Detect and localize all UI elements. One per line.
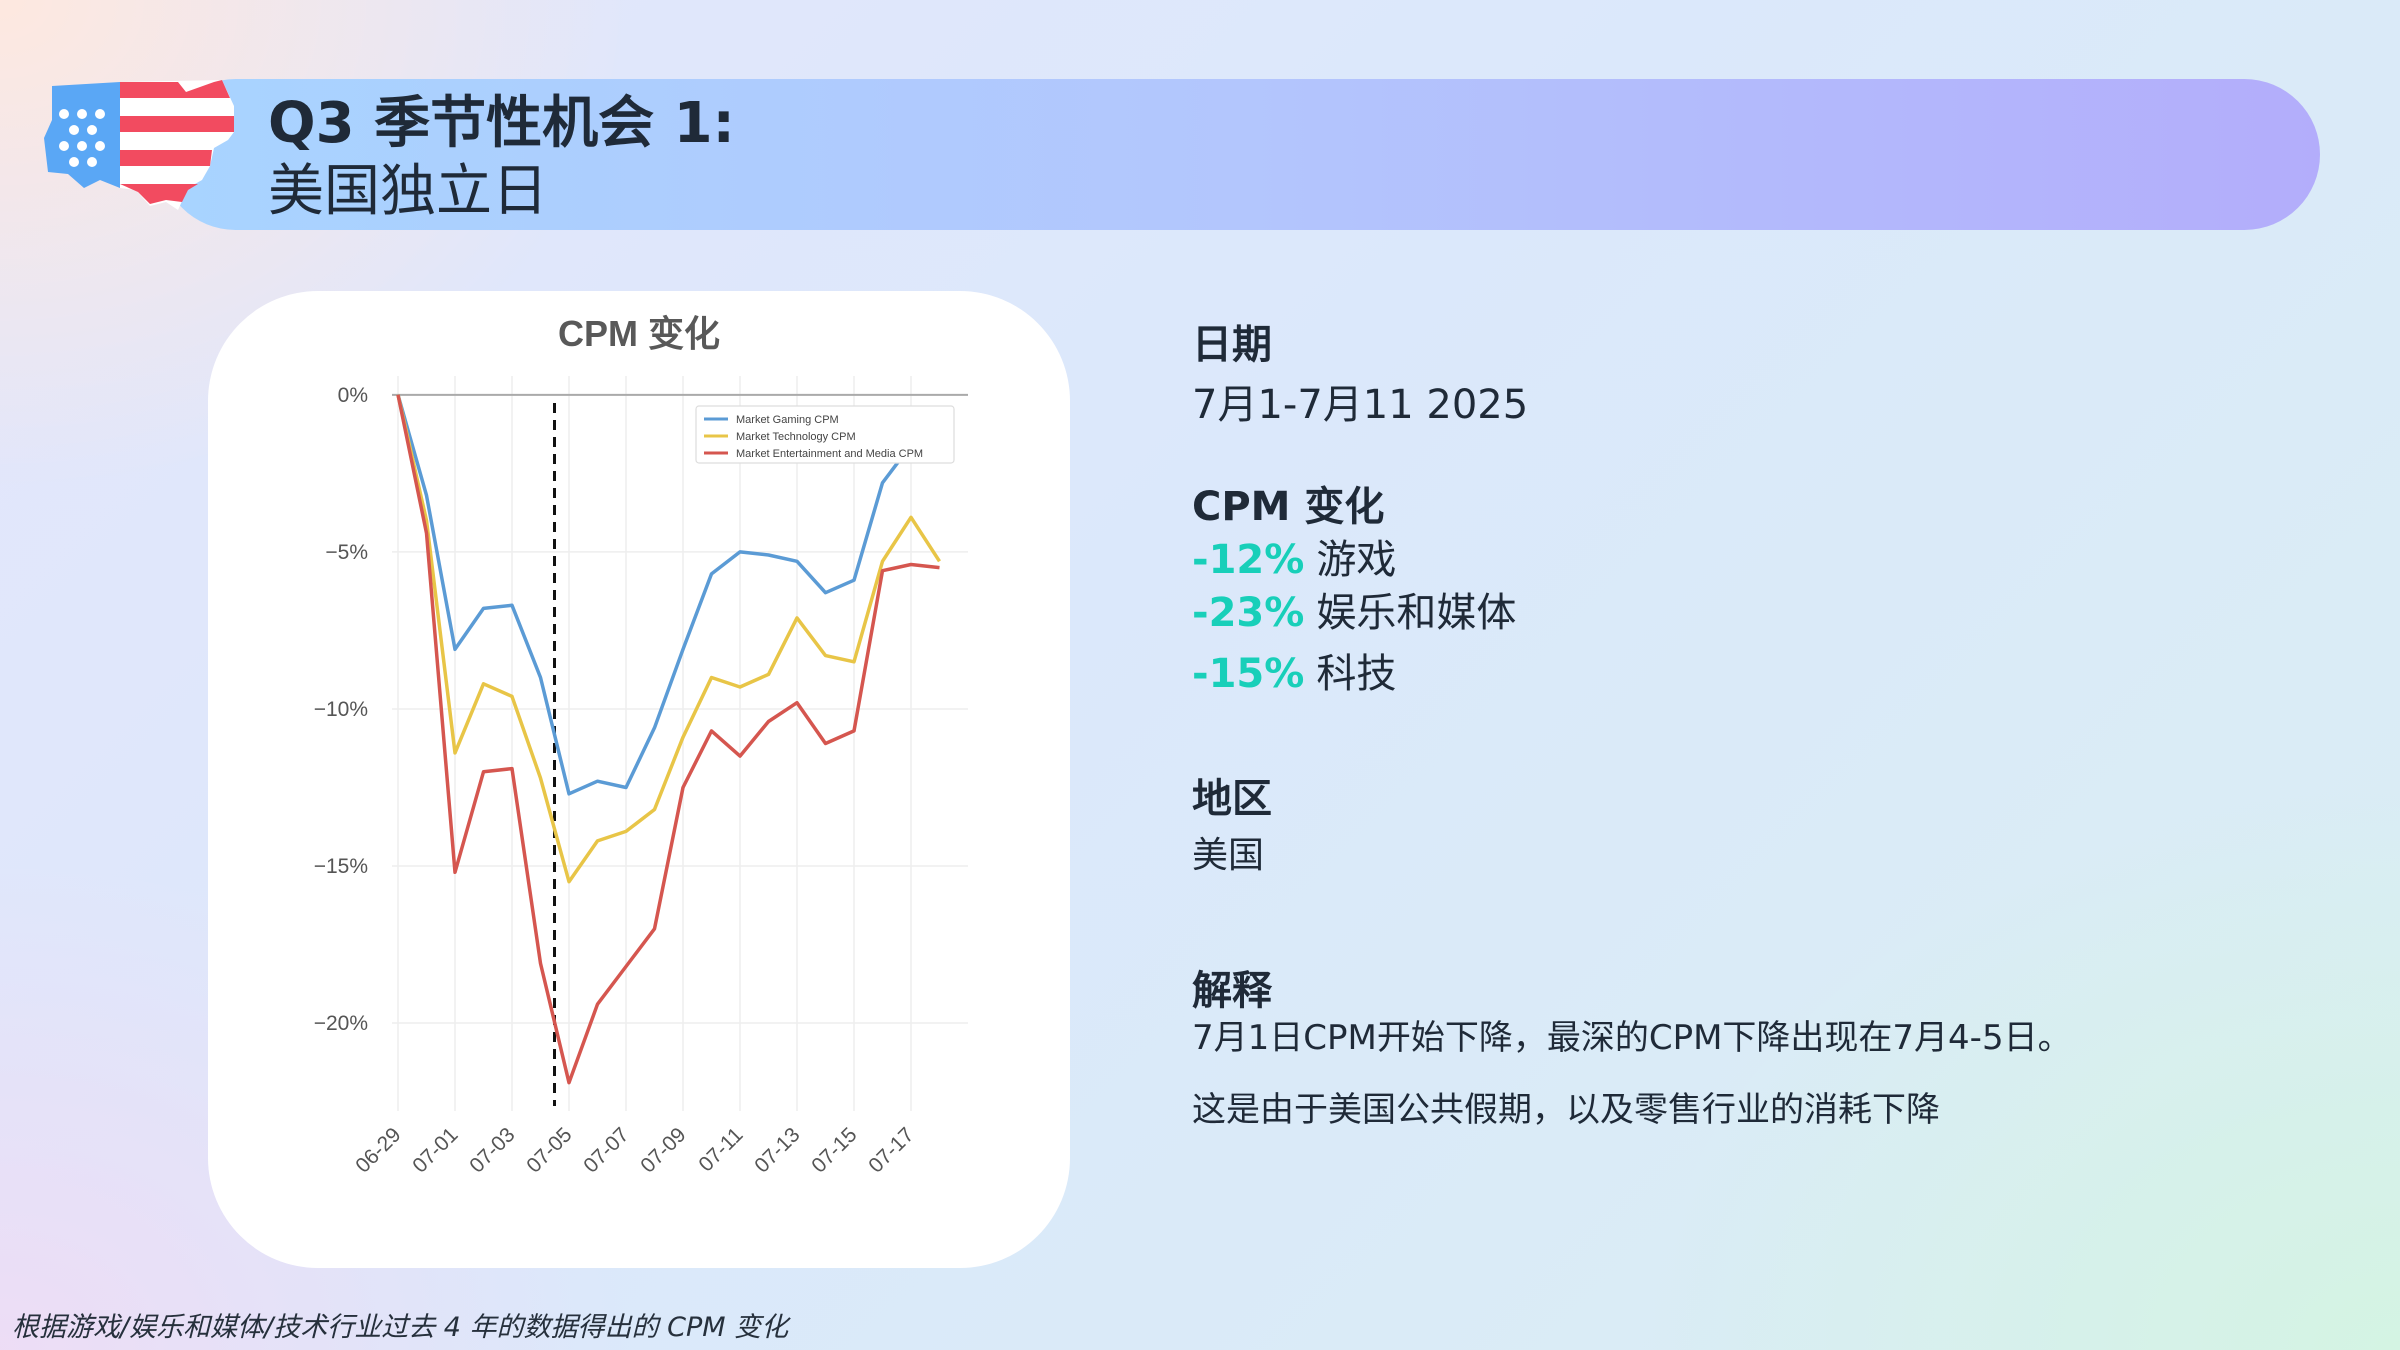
x-tick-label: 07-07 (579, 1123, 633, 1177)
x-tick-label: 07-03 (465, 1123, 519, 1177)
x-tick-label: 06-29 (351, 1123, 405, 1177)
x-tick-label: 07-11 (694, 1123, 747, 1176)
flag-map-blue (44, 82, 120, 188)
x-tick-label: 07-17 (864, 1123, 918, 1177)
explanation-line-2: 这是由于美国公共假期，以及零售行业的消耗下降 (1192, 1090, 1940, 1130)
series-line (396, 394, 941, 884)
y-tick-label: −20% (314, 1012, 368, 1035)
change-pct: -15% (1192, 651, 1305, 697)
series-line (396, 394, 940, 1085)
us-flag-map-icon (44, 80, 234, 210)
footnote: 根据游戏/娱乐和媒体/技术行业过去 4 年的数据得出的 CPM 变化 (12, 1312, 789, 1343)
change-pct: -23% (1192, 590, 1305, 636)
y-tick-label: −10% (314, 698, 368, 721)
change-row-tech: -15% 科技 (1192, 641, 1396, 699)
chart-card: CPM 变化 0% −5% −10% −15% −20% 06-29 07-01 07-03 07… (208, 291, 1070, 1268)
title-banner (160, 79, 2320, 230)
cpm-change-label: CPM 变化 (1192, 484, 1385, 530)
y-tick-label: −15% (314, 855, 368, 878)
flag-map-stripe-1 (120, 80, 230, 98)
change-category: 科技 (1316, 651, 1397, 697)
legend-label: Market Gaming CPM (736, 414, 839, 426)
chart-title: CPM 变化 (558, 313, 720, 354)
page-title: Q3 季节性机会 1: (268, 91, 735, 156)
legend-label: Market Entertainment and Media CPM (736, 448, 923, 460)
explanation-line-1: 7月1日CPM开始下降，最深的CPM下降出现在7月4-5日。 (1192, 1018, 2072, 1058)
x-tick-label: 07-05 (522, 1123, 576, 1177)
region-label: 地区 (1192, 776, 1272, 822)
x-tick-label: 07-13 (750, 1123, 804, 1177)
date-label: 日期 (1192, 322, 1272, 368)
flag-map-white (120, 80, 234, 210)
flag-map-stripe-2 (120, 116, 234, 132)
region-value: 美国 (1192, 835, 1265, 876)
flag-map-stripe-4 (120, 184, 198, 204)
change-row-entertainment: -23% 娱乐和媒体 (1192, 580, 1516, 638)
legend-box (695, 405, 955, 464)
x-tick-label: 07-09 (636, 1123, 690, 1177)
change-category: 娱乐和媒体 (1316, 590, 1517, 636)
page-subtitle: 美国独立日 (268, 159, 548, 224)
change-pct: -12% (1192, 537, 1305, 583)
change-category: 游戏 (1316, 537, 1397, 583)
legend-label: Market Technology CPM (736, 431, 856, 443)
x-tick-label: 07-01 (408, 1123, 462, 1177)
change-row-gaming: -12% 游戏 (1192, 527, 1396, 585)
flag-stars (59, 109, 105, 167)
flag-map-stripe-3 (120, 150, 212, 166)
y-tick-label: 0% (338, 384, 368, 407)
y-tick-label: −5% (325, 541, 368, 564)
series-line (396, 394, 940, 796)
explanation-label: 解释 (1192, 968, 1272, 1014)
date-value: 7月1-7月11 2025 (1192, 382, 1529, 428)
cpm-line-chart: CPM 变化0%−5%−10%−15%−20%06-29 07-01 07-03 07… (314, 313, 968, 1178)
x-tick-label: 07-15 (807, 1123, 861, 1177)
